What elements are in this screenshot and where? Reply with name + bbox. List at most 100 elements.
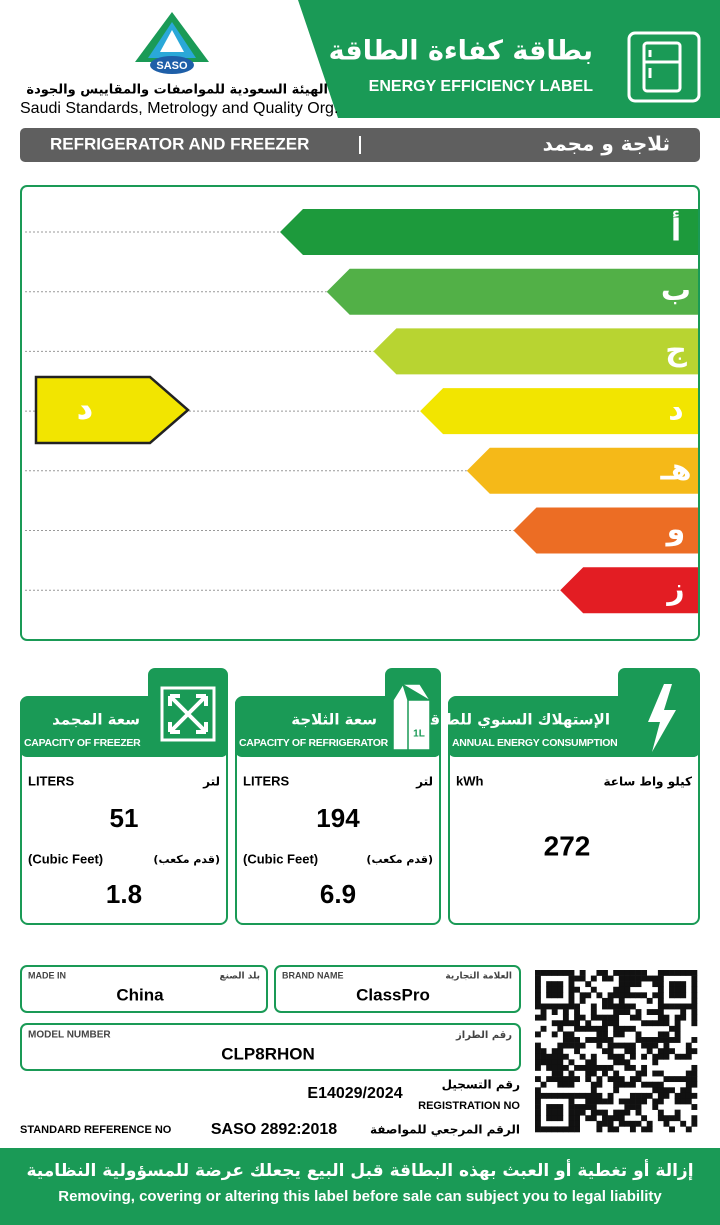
qr-module [657,975,664,982]
qr-code [535,970,698,1133]
qr-module [546,1104,553,1110]
qr-module [535,1053,541,1060]
qr-module [618,1042,625,1049]
bolt-icon [648,684,676,752]
qr-module [629,1042,636,1049]
qr-module [669,986,675,993]
qr-module [602,1025,608,1032]
box-title-en: CAPACITY OF REFRIGERATOR [239,737,389,749]
standard-label-ar: الرقم المرجعي للمواصفة [370,1123,520,1138]
qr-module [618,981,625,988]
qr-module [535,1109,541,1116]
qr-module [669,1076,675,1083]
qr-module [635,1120,642,1127]
qr-module [618,986,625,993]
qr-module [618,1109,625,1116]
qr-module [568,1037,575,1043]
qr-module [568,1098,575,1105]
qr-module [535,1087,541,1094]
qr-module [646,1009,653,1015]
qr-module [669,970,675,976]
qr-module [646,1126,653,1133]
qr-module [663,1115,670,1122]
qr-module [646,975,653,982]
qr-module [652,1020,659,1027]
qr-module [540,1025,547,1032]
qr-module [691,981,698,988]
qr-module [669,1048,675,1055]
qr-module [535,1115,541,1122]
qr-module [657,1014,664,1021]
qr-module [602,1120,608,1127]
qr-module [624,1081,631,1088]
qr-module [602,1098,608,1105]
qr-module [557,981,564,988]
registration-value: E14029/2024 [307,1085,402,1102]
qr-module [629,975,636,982]
qr-module [590,1092,597,1099]
qr-module [691,1009,698,1015]
qr-module [574,1014,580,1021]
unit-en: LITERS [243,773,290,788]
qr-module [540,1048,547,1055]
qr-module [551,1031,558,1038]
qr-module [657,997,664,1004]
qr-module [557,1003,564,1010]
qr-module [652,1009,659,1015]
qr-module [624,970,631,976]
qr-module [579,992,586,999]
qr-module [557,1020,564,1027]
qr-module [613,986,620,993]
title-ar: بطاقة كفاءة الطاقة [329,36,593,67]
brand-label-en: BRAND NAME [282,970,344,980]
qr-module [574,1037,580,1043]
qr-module [596,1126,603,1133]
qr-module [674,970,681,976]
qr-module [557,1076,564,1083]
rating: د [77,392,92,427]
qr-module [646,1120,653,1127]
qr-module [691,975,698,982]
qr-module [674,1003,681,1010]
qr-module [585,1059,592,1066]
qr-module [579,1104,586,1110]
qr-module [680,1014,687,1021]
qr-module [691,1104,698,1110]
cubic-feet: 1.8 [106,879,142,909]
qr-module [596,1109,603,1116]
qr-module [546,1109,553,1116]
qr-module [624,1104,631,1110]
qr-module [602,1115,608,1122]
qr-module [674,1025,681,1032]
qr-module [574,1020,580,1027]
qr-module [685,970,692,976]
qr-module [613,1070,620,1077]
qr-module [568,997,575,1004]
cubic-ar: (قدم مكعب) [153,853,220,866]
qr-module [635,970,642,976]
qr-module [613,1031,620,1038]
cubic-en: (Cubic Feet) [28,851,103,866]
qr-module [546,1059,553,1066]
qr-module [691,1120,698,1127]
qr-module [568,1126,575,1133]
qr-module [602,1031,608,1038]
logo: SASO [135,12,209,74]
qr-module [691,1003,698,1010]
qr-module [562,1053,569,1060]
model-label-en: MODEL NUMBER [28,1030,111,1041]
qr-module [562,1014,569,1021]
qr-module [657,970,664,976]
qr-module [641,1037,648,1043]
qr-module [535,1098,541,1105]
qr-module [635,1009,642,1015]
qr-module [680,1098,687,1105]
qr-module [574,1064,580,1071]
qr-module [652,1053,659,1060]
title-en: ENERGY EFFICIENCY LABEL [369,78,594,95]
qr-module [685,1048,692,1055]
qr-module [618,975,625,982]
class-letter: ز [665,572,684,607]
qr-module [607,1053,614,1060]
qr-module [613,1087,620,1094]
